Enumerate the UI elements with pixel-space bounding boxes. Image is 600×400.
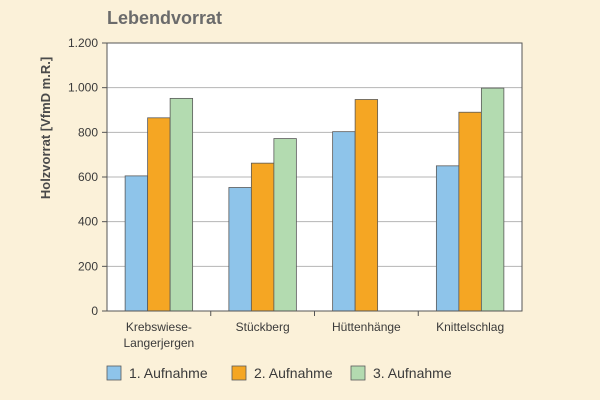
bars [124,87,505,312]
bar [332,131,356,312]
bar [458,111,482,312]
y-tick-label: 200 [78,259,98,273]
category-label: Knittelschlag [436,320,504,334]
bar [435,165,460,312]
legend-swatch [231,365,247,381]
y-tick-label: 1.000 [68,81,98,95]
axes [102,42,523,316]
bar [480,87,505,312]
legend-swatch [106,365,122,381]
legend-label: 2. Aufnahme [254,365,333,381]
plot-frame [106,42,523,312]
y-tick-label: 400 [78,215,98,229]
bar [169,97,194,312]
category-label: Hüttenhänge [332,320,401,334]
bar [354,99,379,312]
legend-label: 1. Aufnahme [129,365,208,381]
legend-label: 3. Aufnahme [373,365,452,381]
y-tick-label: 0 [91,304,98,318]
y-tick-label: 1.200 [68,36,98,50]
bar [147,117,171,312]
y-tick-label: 600 [78,170,98,184]
bar [273,138,297,312]
y-tick-labels: 0 200 400 600 800 1.000 1.200 [68,36,98,318]
bar [124,175,149,312]
y-axis-label: Holzvorrat [VfmD m.R.] [38,57,53,199]
bar [228,187,252,312]
chart-title: Lebendvorrat [107,8,222,28]
legend: 1. Aufnahme 2. Aufnahme 3. Aufnahme [106,365,452,381]
category-label: Stückberg [236,320,290,334]
y-tick-label: 800 [78,125,98,139]
category-label: Krebswiese- [126,320,192,334]
category-labels: Krebswiese- Langerjergen Stückberg Hüttenhä… [124,320,505,350]
legend-swatch [350,365,366,381]
bar [250,162,275,312]
category-label: Langerjergen [124,336,195,350]
